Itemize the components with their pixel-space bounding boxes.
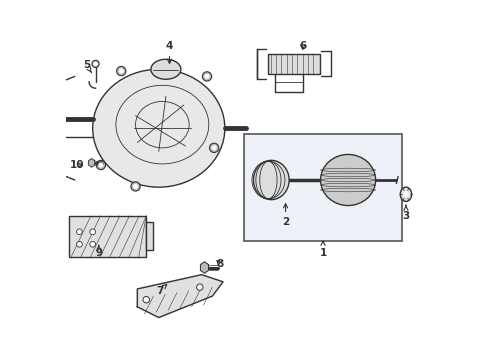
Ellipse shape	[400, 187, 411, 202]
Text: 7: 7	[156, 284, 166, 296]
Ellipse shape	[94, 62, 97, 66]
Text: 5: 5	[83, 60, 91, 73]
Bar	[267, 54, 319, 73]
Ellipse shape	[151, 59, 181, 79]
Ellipse shape	[90, 229, 95, 235]
Ellipse shape	[212, 146, 216, 150]
Ellipse shape	[93, 69, 224, 187]
Text: 8: 8	[216, 259, 224, 269]
Text: 6: 6	[299, 41, 305, 51]
Bar	[146, 222, 152, 250]
Ellipse shape	[320, 154, 375, 206]
Polygon shape	[200, 262, 208, 273]
Ellipse shape	[116, 66, 125, 76]
Polygon shape	[88, 158, 95, 167]
Ellipse shape	[77, 242, 82, 247]
Ellipse shape	[196, 284, 203, 291]
Ellipse shape	[90, 242, 95, 247]
Ellipse shape	[202, 72, 211, 81]
Ellipse shape	[253, 160, 288, 200]
Text: 1: 1	[319, 241, 326, 258]
Ellipse shape	[143, 296, 149, 303]
Ellipse shape	[133, 184, 138, 189]
Ellipse shape	[33, 105, 56, 152]
Ellipse shape	[119, 69, 123, 73]
Text: 3: 3	[402, 205, 409, 221]
Ellipse shape	[96, 160, 105, 170]
Text: 2: 2	[282, 204, 288, 227]
Ellipse shape	[99, 163, 103, 167]
Text: 9: 9	[95, 246, 102, 258]
Text: 10: 10	[69, 160, 83, 170]
Bar	[244, 134, 401, 241]
Ellipse shape	[209, 143, 218, 153]
Ellipse shape	[403, 191, 407, 198]
Bar	[69, 216, 146, 257]
Text: 4: 4	[165, 41, 173, 63]
Polygon shape	[137, 275, 223, 318]
Ellipse shape	[204, 74, 209, 78]
Ellipse shape	[77, 229, 82, 235]
Ellipse shape	[92, 60, 99, 67]
Ellipse shape	[131, 182, 140, 191]
